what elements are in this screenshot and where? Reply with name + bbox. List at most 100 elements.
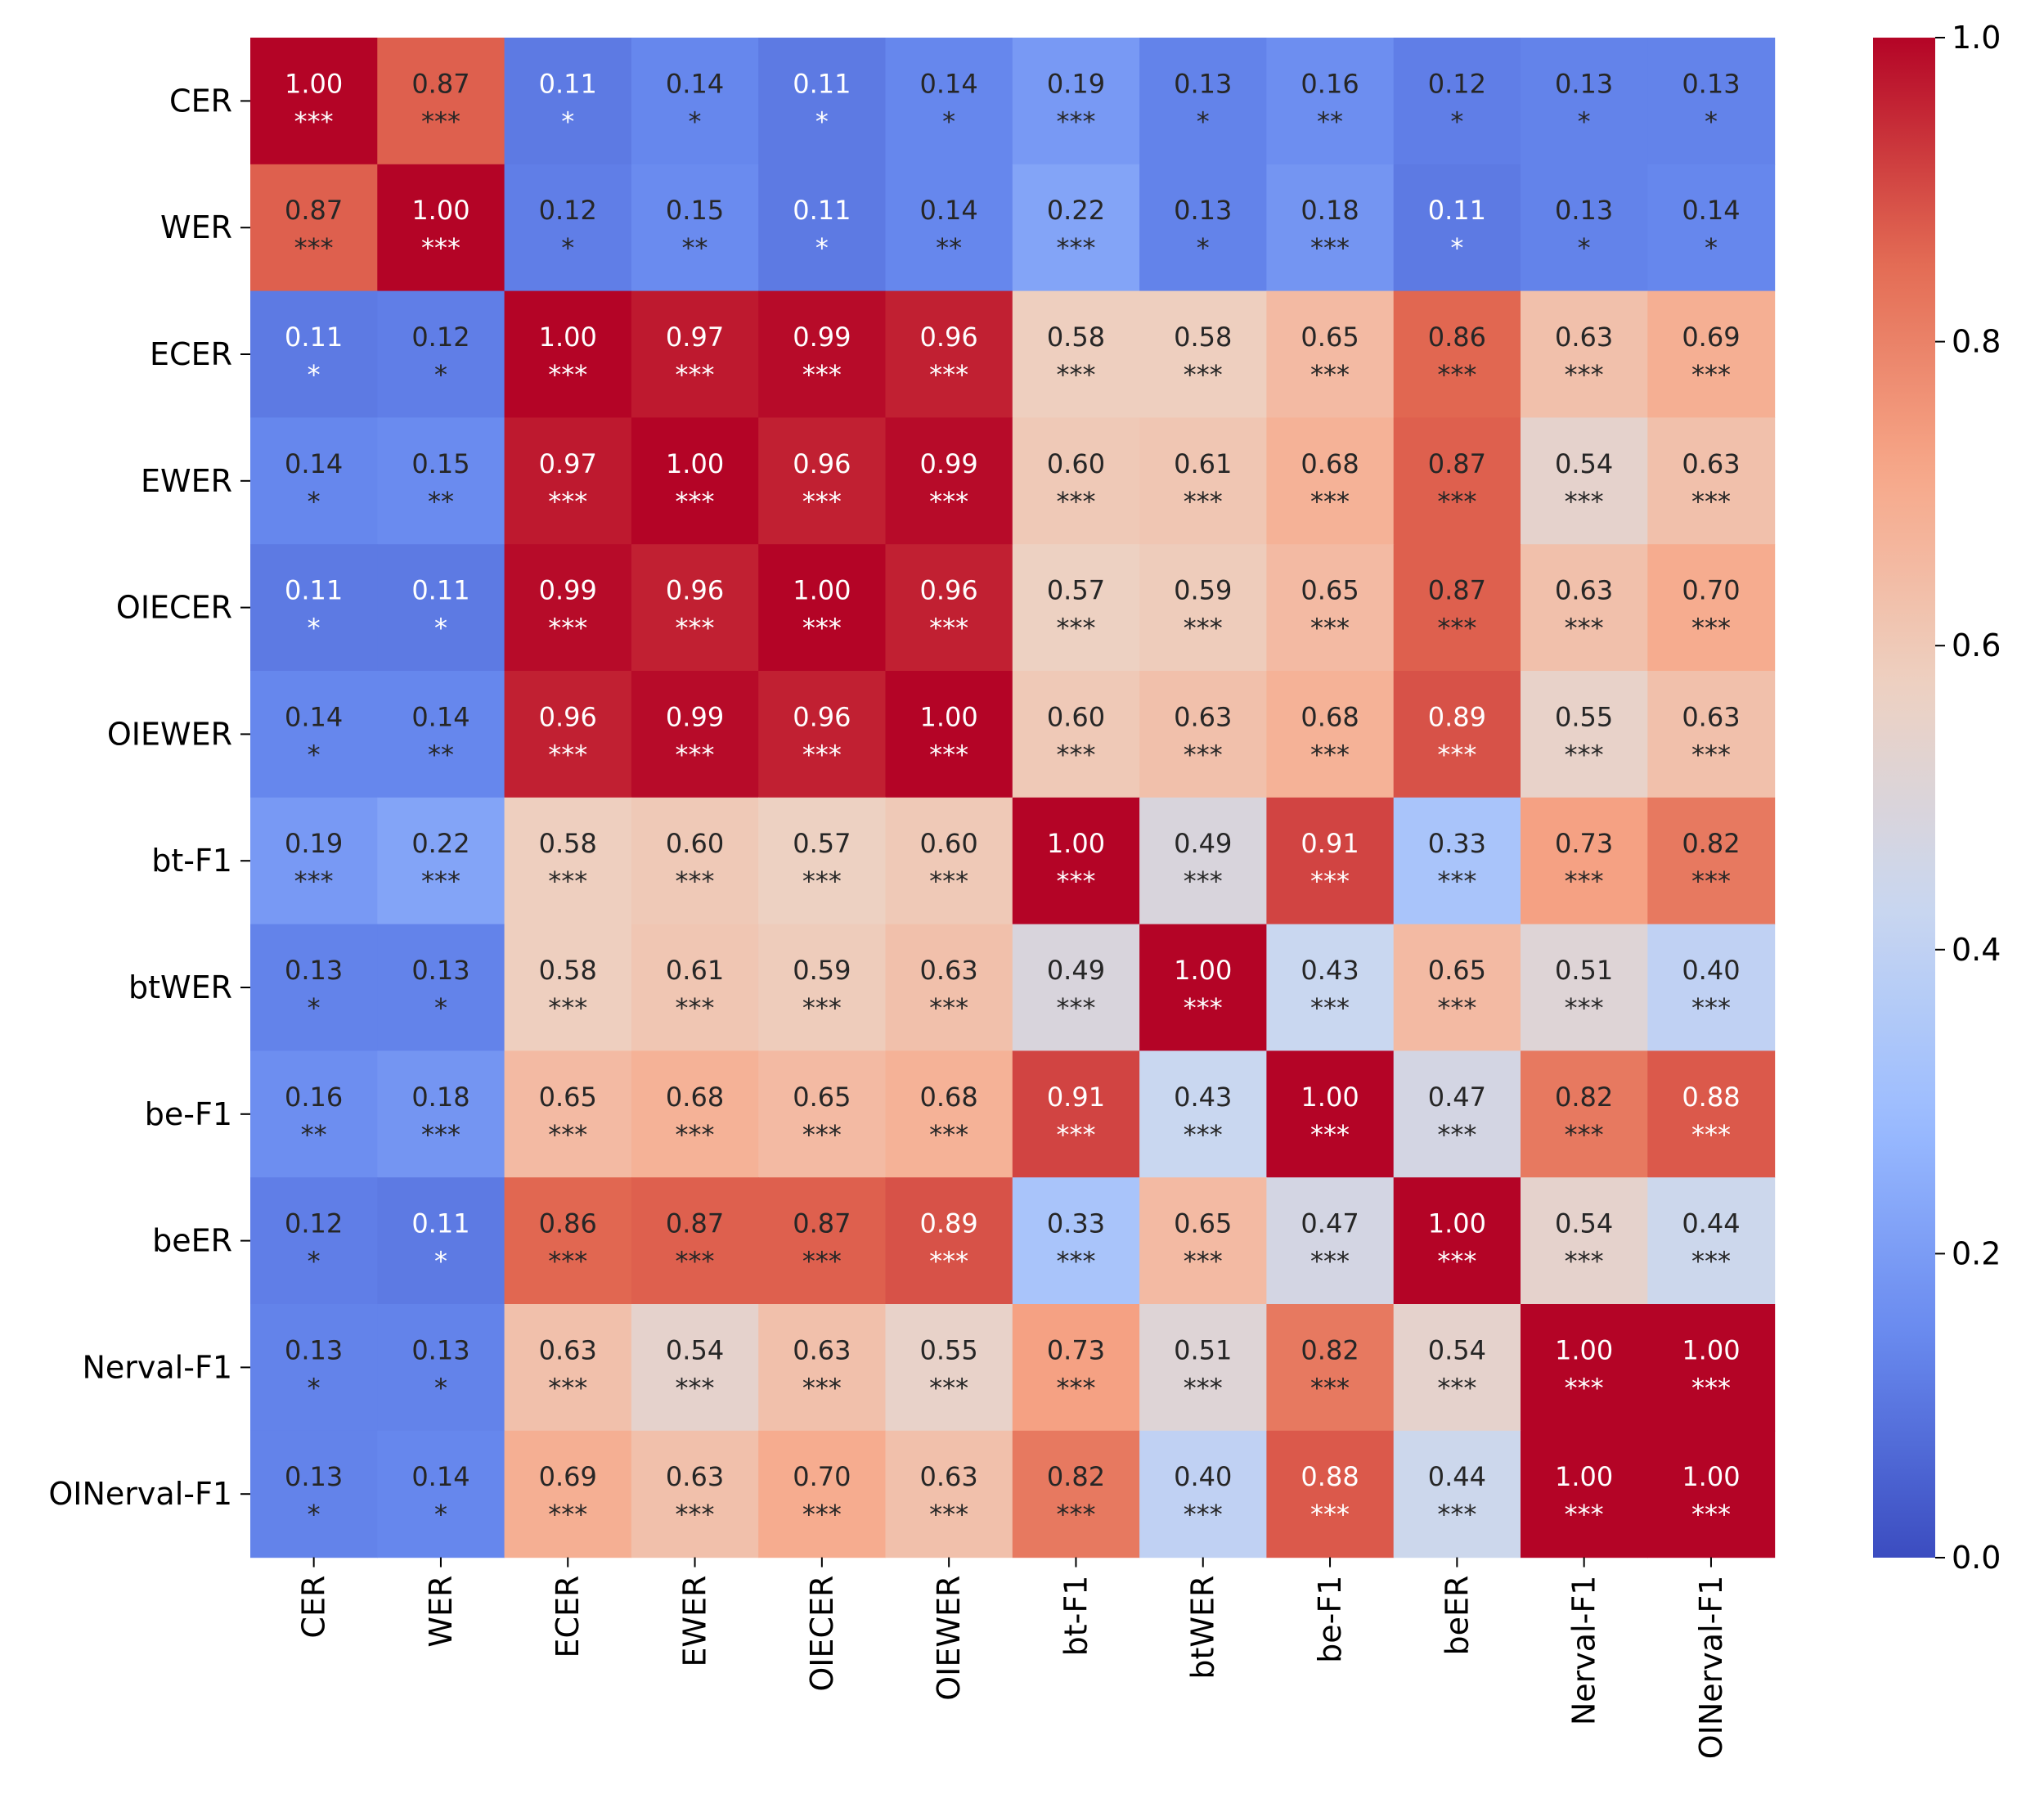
heatmap-cell	[250, 1177, 378, 1305]
heatmap-cell	[631, 924, 759, 1051]
heatmap-cell	[885, 38, 1013, 165]
heatmap-cell	[250, 671, 378, 798]
heatmap-cell	[1012, 797, 1140, 925]
cell-significance-label: *	[434, 1499, 447, 1530]
cell-value-label: 0.57	[793, 828, 851, 859]
heatmap-cell	[1266, 797, 1395, 925]
cell-significance-label: *	[1578, 232, 1591, 263]
heatmap-cell	[1393, 164, 1521, 292]
heatmap-cell	[1521, 417, 1648, 545]
heatmap-cell	[1266, 544, 1395, 672]
cell-significance-label: *	[434, 992, 447, 1023]
heatmap-cell	[758, 1050, 887, 1178]
cell-value-label: 0.11	[539, 68, 597, 99]
cell-value-label: 1.00	[1301, 1082, 1359, 1113]
heatmap-cell	[1139, 1304, 1267, 1432]
colorbar-tick-label: 0.4	[1952, 932, 2001, 968]
cell-value-label: 0.73	[1047, 1334, 1105, 1365]
cell-significance-label: *	[308, 739, 321, 770]
cell-significance-label: ***	[1565, 866, 1604, 897]
heatmap-cell	[1139, 1050, 1267, 1178]
cell-significance-label: ***	[1691, 486, 1731, 517]
cell-value-label: 0.13	[285, 1461, 343, 1492]
cell-significance-label: ***	[929, 866, 968, 897]
heatmap-cell	[758, 671, 887, 798]
cell-significance-label: *	[1578, 106, 1591, 137]
cell-significance-label: ***	[548, 486, 587, 517]
cell-value-label: 0.11	[411, 575, 469, 606]
cell-value-label: 0.57	[1047, 575, 1105, 606]
cell-significance-label: ***	[1056, 739, 1095, 770]
cell-value-label: 0.65	[1428, 955, 1486, 986]
y-tick-label: OIEWER	[107, 716, 232, 752]
cell-significance-label: ***	[676, 486, 715, 517]
heatmap-cell	[1139, 290, 1267, 418]
cell-value-label: 0.47	[1301, 1208, 1359, 1239]
cell-significance-label: ***	[421, 232, 460, 263]
cell-significance-label: ***	[1437, 866, 1476, 897]
heatmap-cell	[758, 544, 887, 672]
cell-value-label: 1.00	[793, 575, 851, 606]
cell-significance-label: ***	[676, 739, 715, 770]
heatmap-cell	[885, 1430, 1013, 1558]
heatmap-cell	[250, 290, 378, 418]
cell-significance-label: ***	[1565, 992, 1604, 1023]
cell-value-label: 0.63	[1555, 322, 1613, 353]
heatmap-cell	[377, 924, 505, 1051]
cell-value-label: 0.99	[920, 448, 978, 479]
cell-value-label: 0.87	[285, 195, 343, 226]
cell-value-label: 1.00	[666, 448, 724, 479]
heatmap-cell	[758, 797, 887, 925]
cell-significance-label: ***	[1565, 1499, 1604, 1530]
cell-significance-label: ***	[1184, 613, 1223, 644]
cell-value-label: 0.65	[539, 1082, 597, 1113]
cell-significance-label: ***	[929, 1119, 968, 1150]
cell-significance-label: ***	[1691, 613, 1731, 644]
x-tick-label: CER	[296, 1576, 332, 1639]
cell-significance-label: ***	[1565, 739, 1604, 770]
cell-significance-label: ***	[676, 1119, 715, 1150]
colorbar-tick-label: 0.0	[1952, 1540, 2001, 1576]
cell-value-label: 0.69	[1682, 322, 1740, 353]
cell-significance-label: **	[936, 232, 962, 263]
heatmap-cell	[377, 417, 505, 545]
y-tick-label: Nerval-F1	[82, 1349, 232, 1385]
heatmap-cell	[1393, 797, 1521, 925]
heatmap-cell	[758, 38, 887, 165]
cell-significance-label: ***	[1056, 992, 1095, 1023]
cell-significance-label: ***	[929, 359, 968, 390]
heatmap-cells	[250, 38, 1776, 1558]
cell-value-label: 0.55	[920, 1334, 978, 1365]
heatmap-cell	[1521, 1050, 1648, 1178]
heatmap-cell	[1393, 671, 1521, 798]
cell-value-label: 0.68	[1301, 701, 1359, 732]
cell-value-label: 0.14	[285, 448, 343, 479]
cell-significance-label: *	[434, 1246, 447, 1277]
cell-value-label: 0.63	[539, 1334, 597, 1365]
cell-value-label: 0.59	[793, 955, 851, 986]
colorbar-tick-label: 0.2	[1952, 1235, 2001, 1271]
cell-significance-label: ***	[1310, 1119, 1350, 1150]
cell-value-label: 0.87	[793, 1208, 851, 1239]
cell-significance-label: ***	[676, 1372, 715, 1403]
cell-value-label: 0.82	[1047, 1461, 1105, 1492]
cell-significance-label: ***	[1184, 992, 1223, 1023]
heatmap-cell	[1521, 671, 1648, 798]
cell-value-label: 0.63	[920, 955, 978, 986]
x-tick-label: ECER	[550, 1576, 586, 1658]
heatmap-cell	[631, 1050, 759, 1178]
heatmap-cell	[250, 417, 378, 545]
cell-value-label: 0.63	[793, 1334, 851, 1365]
cell-value-label: 0.13	[1174, 68, 1232, 99]
y-tick-label: OINerval-F1	[48, 1476, 232, 1512]
heatmap-cell	[1012, 1177, 1140, 1305]
heatmap-cell	[504, 797, 632, 925]
cell-value-label: 0.13	[1555, 195, 1613, 226]
cell-value-label: 0.87	[666, 1208, 724, 1239]
cell-significance-label: ***	[1310, 1499, 1350, 1530]
heatmap-cell	[1012, 1050, 1140, 1178]
cell-value-label: 0.58	[539, 955, 597, 986]
cell-value-label: 0.59	[1174, 575, 1232, 606]
cell-value-label: 0.89	[1428, 701, 1486, 732]
